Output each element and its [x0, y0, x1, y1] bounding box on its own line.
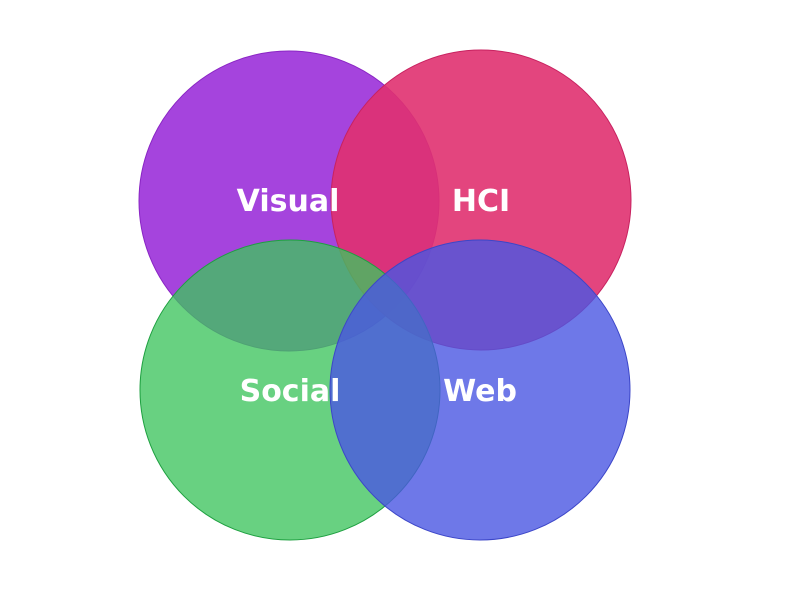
set-circles [138, 49, 632, 541]
set-label-web: Web [443, 374, 517, 409]
set-label-hci: HCI [452, 184, 510, 219]
set-circle-web [329, 239, 631, 541]
set-labels: Visual HCI Social Web [237, 184, 517, 409]
set-label-visual: Visual [237, 184, 340, 219]
set-label-social: Social [240, 374, 341, 409]
